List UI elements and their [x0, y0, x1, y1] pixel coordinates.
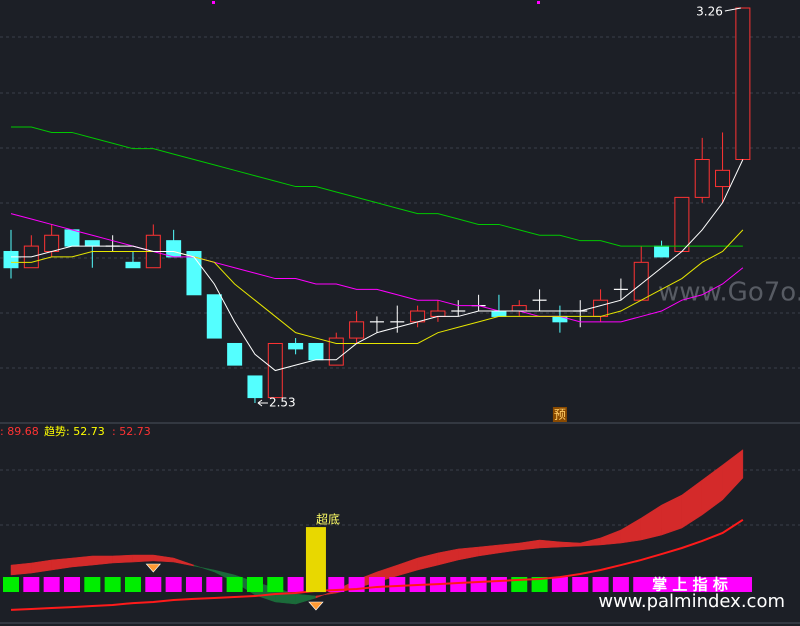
indicator-panel: 掌 上 指 标 超底 : 89.68 趋势: 52.73 : 52.73 www.palm… [0, 425, 785, 612]
candle-body [491, 310, 507, 317]
candle-body [593, 299, 609, 317]
annotation-arrowhead [257, 399, 263, 407]
candle-body [735, 7, 751, 161]
candle-body [308, 342, 324, 361]
signal-block [63, 577, 80, 592]
readout: 趋势: 52.73 [44, 425, 105, 438]
signal-bar [305, 527, 326, 593]
signal-block [328, 577, 345, 592]
signal-block [470, 577, 487, 592]
watermark: www.Go7o.com [658, 278, 800, 308]
candle-body [349, 321, 365, 339]
ribbon-segment [10, 562, 32, 576]
signal-block [165, 577, 182, 592]
signal-block [23, 577, 40, 592]
candle-body [64, 229, 80, 247]
candle-body [694, 159, 710, 198]
signal-block [287, 577, 304, 592]
marker [145, 563, 161, 573]
candle-body [84, 240, 100, 247]
signal-block [84, 577, 101, 592]
note: 预 [554, 408, 566, 422]
badge-bg [633, 577, 752, 592]
signal-block [3, 577, 19, 592]
signal-block [612, 577, 629, 592]
watermark: www.palmindex.com [598, 591, 785, 612]
signal-block [592, 577, 609, 592]
signal-block [43, 577, 60, 592]
candle-body [125, 261, 141, 269]
readout: : 89.68 [0, 425, 39, 438]
candle-body [206, 294, 222, 339]
candle-body [227, 342, 243, 366]
signal-block [124, 577, 141, 592]
signal-block [490, 577, 507, 592]
candle-body [288, 342, 304, 350]
candle-body [511, 305, 527, 312]
marker [308, 601, 324, 611]
candle-body [247, 375, 263, 399]
signal-block [572, 577, 589, 592]
ma-line [11, 159, 744, 372]
ribbon-segment [112, 554, 134, 564]
signal-block [450, 577, 467, 592]
candle-body [3, 250, 19, 269]
ribbon-segment [722, 449, 744, 501]
candle-body [633, 261, 649, 301]
signal-block [206, 577, 223, 592]
signal-block [267, 577, 284, 592]
ribbon-segment [71, 555, 93, 568]
ribbon-segment [132, 554, 154, 563]
price-panel: 3.26 2.53 预 [3, 5, 751, 422]
ribbon-segment [559, 541, 581, 548]
signal-block [368, 577, 385, 592]
signal-block [389, 577, 406, 592]
candle-body [328, 337, 344, 366]
signal-block [185, 577, 202, 592]
signal-block [246, 577, 263, 592]
dot [212, 1, 215, 4]
badge: 掌 上 指 标 [652, 576, 728, 594]
signal-block [104, 577, 121, 592]
annotation: 3.26 [696, 5, 723, 19]
signal-block [145, 577, 162, 592]
candle-body [430, 310, 446, 317]
ma-line [11, 229, 744, 344]
signal-block [226, 577, 243, 592]
candle-body [166, 240, 182, 258]
candle-body [715, 169, 731, 188]
signal-block [551, 577, 568, 592]
signal-label: 超底 [316, 512, 340, 527]
note-box [552, 407, 567, 422]
candle-body [44, 234, 60, 252]
annotation: 2.53 [269, 396, 296, 410]
readout: : 52.73 [112, 425, 151, 438]
ma-line [11, 126, 743, 247]
dot [537, 1, 540, 4]
annotation-arrow [724, 7, 741, 12]
trend-line [10, 518, 744, 611]
candle-body [674, 196, 690, 252]
signal-block [531, 577, 548, 592]
candle-body [654, 245, 670, 258]
